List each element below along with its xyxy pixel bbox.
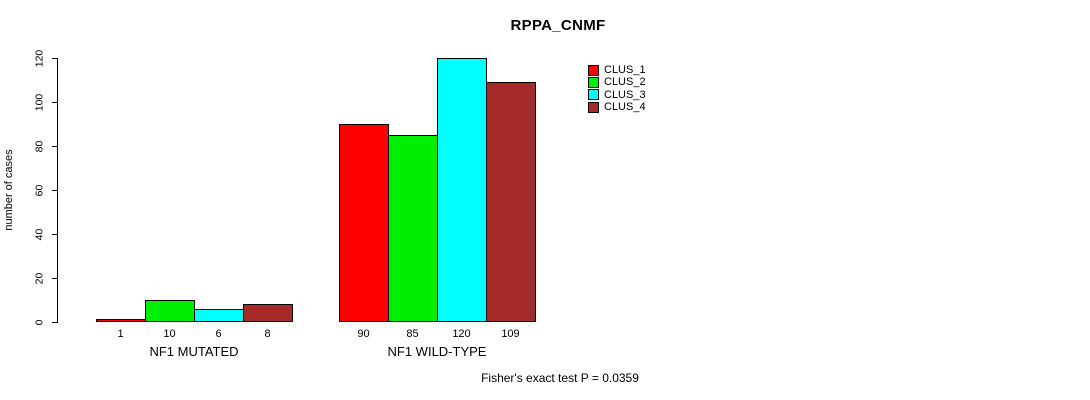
legend-swatch-clus_4 <box>588 101 599 113</box>
y-tick <box>52 234 57 235</box>
bar-clus_2-group2 <box>388 135 438 322</box>
y-tick-label: 20 <box>33 272 46 284</box>
y-tick <box>52 102 57 103</box>
bar-value-label: 85 <box>406 328 419 340</box>
bar-clus_3-group1 <box>194 309 244 322</box>
legend-item: CLUS_1 <box>588 64 646 76</box>
y-tick <box>52 322 57 323</box>
y-tick-label: 80 <box>33 140 46 152</box>
legend-item: CLUS_4 <box>588 101 646 113</box>
y-axis-label: number of cases <box>3 149 15 231</box>
legend-item: CLUS_3 <box>588 89 646 101</box>
group-label: NF1 WILD-TYPE <box>387 344 487 359</box>
bar-value-label: 109 <box>501 328 520 340</box>
legend-label: CLUS_1 <box>604 64 646 77</box>
legend-swatch-clus_3 <box>588 89 599 101</box>
bar-value-label: 120 <box>452 328 471 340</box>
legend: CLUS_1 CLUS_2 CLUS_3 CLUS_4 <box>588 64 646 113</box>
legend-label: CLUS_3 <box>604 88 646 101</box>
bar-value-label: 10 <box>163 328 176 340</box>
y-tick <box>52 58 57 59</box>
bar-clus_1-group1 <box>96 319 146 322</box>
bar-clus_3-group2 <box>437 58 487 322</box>
chart-title: RPPA_CNMF <box>510 17 606 34</box>
legend-item: CLUS_2 <box>588 76 646 88</box>
fisher-test-annotation: Fisher's exact test P = 0.0359 <box>481 371 639 385</box>
y-tick <box>52 146 57 147</box>
bar-value-label: 8 <box>264 328 271 340</box>
y-tick-label: 60 <box>33 184 46 196</box>
legend-swatch-clus_2 <box>588 76 599 88</box>
y-tick <box>52 190 57 191</box>
bar-clus_4-group1 <box>243 304 293 322</box>
y-tick-label: 0 <box>33 319 46 325</box>
y-tick-label: 100 <box>33 93 46 111</box>
bar-value-label: 1 <box>117 328 124 340</box>
y-tick <box>52 278 57 279</box>
legend-label: CLUS_4 <box>604 101 646 114</box>
legend-swatch-clus_1 <box>588 64 599 76</box>
legend-label: CLUS_2 <box>604 76 646 89</box>
bar-clus_2-group1 <box>145 300 195 322</box>
bar-clus_1-group2 <box>339 124 389 322</box>
bar-value-label: 6 <box>215 328 222 340</box>
y-tick-label: 40 <box>33 228 46 240</box>
bar-clus_4-group2 <box>486 82 536 322</box>
y-tick-label: 120 <box>33 49 46 67</box>
group-label: NF1 MUTATED <box>149 344 239 359</box>
y-axis <box>57 58 58 323</box>
bar-value-label: 90 <box>357 328 370 340</box>
